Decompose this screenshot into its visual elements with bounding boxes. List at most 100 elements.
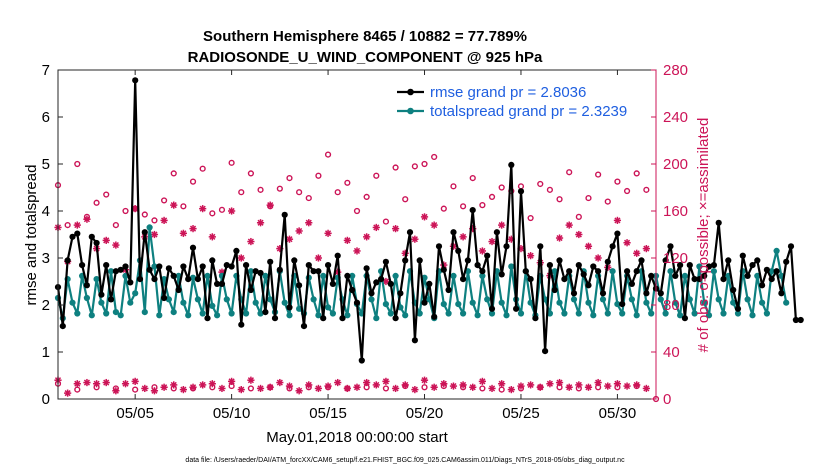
obs-assimilated-stroke	[228, 378, 235, 385]
rmse-point	[681, 315, 689, 322]
obs-assimilated-point	[633, 249, 641, 257]
obs-assimilated-point	[285, 382, 294, 390]
obs-assimilated-point	[150, 230, 159, 239]
obs-assimilated-point	[575, 381, 583, 389]
obs-assimilated-stroke	[566, 384, 573, 391]
legend-spread-label: totalspread grand pr = 2.3239	[430, 103, 627, 120]
totalspread-point	[315, 312, 322, 319]
rmse-point	[566, 268, 573, 275]
obs-possible-point	[382, 218, 390, 225]
obs-assimilated-stroke	[498, 380, 505, 387]
rmse-point	[488, 305, 496, 312]
obs-assimilated-stroke	[479, 378, 486, 385]
totalspread-point	[575, 310, 582, 317]
obs-assimilated-point	[237, 254, 245, 262]
obs-assimilated-point	[536, 383, 544, 391]
obs-assimilated-point	[150, 387, 159, 395]
obs-assimilated-stroke	[209, 233, 216, 240]
legend-rmse-marker	[407, 88, 414, 96]
obs-possible-point	[238, 189, 245, 196]
obs-assimilated-point	[256, 219, 265, 227]
totalspread-point	[498, 299, 505, 306]
totalspread-point	[734, 310, 742, 317]
obs-possible-point	[382, 385, 390, 392]
totalspread-point	[657, 296, 664, 303]
obs-assimilated-point	[208, 380, 216, 388]
obs-assimilated-stroke	[392, 385, 399, 392]
obs-assimilated-stroke	[402, 381, 409, 388]
obs-assimilated-point	[247, 376, 255, 384]
obs-assimilated-stroke	[334, 379, 341, 386]
obs-assimilated-stroke	[440, 380, 447, 387]
totalspread-point	[310, 296, 317, 303]
rmse-point	[397, 290, 404, 297]
obs-possible-point	[450, 183, 457, 190]
obs-possible-point	[324, 151, 332, 158]
obs-assimilated-point	[623, 382, 631, 390]
obs-assimilated-point	[613, 380, 622, 388]
left-tick-label: 3	[42, 250, 50, 267]
totalspread-point	[517, 310, 525, 317]
obs-assimilated-point	[613, 216, 622, 224]
rmse-point	[561, 276, 568, 283]
obs-assimilated-stroke	[209, 380, 216, 387]
obs-assimilated-point	[353, 247, 361, 255]
obs-possible-point	[218, 206, 226, 213]
rmse-point	[609, 243, 616, 250]
totalspread-point	[262, 272, 269, 279]
totalspread-point	[730, 299, 737, 306]
obs-assimilated-stroke	[305, 381, 312, 388]
obs-assimilated-point	[459, 233, 467, 241]
obs-possible-point	[633, 170, 640, 177]
obs-assimilated-point	[334, 378, 342, 387]
rmse-point	[469, 207, 476, 214]
rmse-point	[334, 252, 341, 259]
obs-assimilated-stroke	[431, 222, 438, 229]
obs-assimilated-stroke	[267, 202, 274, 209]
rmse-point	[633, 268, 640, 275]
left-tick-label: 6	[42, 109, 50, 126]
rmse-point	[406, 229, 414, 236]
rmse-point	[218, 280, 226, 287]
rmse-point	[214, 280, 221, 287]
obs-possible-point	[257, 186, 264, 193]
totalspread-point	[561, 310, 568, 317]
totalspread-point	[715, 296, 722, 303]
obs-assimilated-stroke	[373, 381, 380, 388]
obs-assimilated-point	[584, 383, 593, 391]
rmse-point	[421, 299, 428, 306]
totalspread-point	[243, 310, 250, 317]
rmse-point	[701, 272, 708, 279]
rmse-point	[498, 271, 505, 278]
totalspread-point	[450, 272, 457, 279]
rmse-point	[517, 188, 525, 195]
totalspread-point	[570, 296, 578, 303]
totalspread-point	[628, 296, 636, 303]
totalspread-point	[252, 299, 259, 306]
totalspread-point	[677, 312, 684, 319]
obs-assimilated-stroke	[411, 236, 418, 243]
obs-assimilated-stroke	[238, 254, 245, 262]
totalspread-point	[103, 310, 110, 317]
legend-spread-marker	[407, 107, 414, 115]
rmse-point	[744, 272, 751, 279]
totalspread-point	[604, 310, 611, 317]
obs-assimilated-point	[121, 380, 130, 388]
obs-assimilated-point	[565, 221, 573, 229]
totalspread-point	[455, 301, 462, 308]
obs-assimilated-stroke	[643, 385, 650, 392]
totalspread-point	[387, 310, 394, 317]
obs-assimilated-point	[218, 384, 226, 393]
totalspread-point	[88, 312, 95, 319]
obs-assimilated-point	[256, 384, 265, 393]
obs-assimilated-point	[208, 233, 216, 241]
totalspread-point	[503, 312, 510, 319]
obs-possible-point	[585, 194, 592, 202]
rmse-point	[759, 282, 766, 289]
rmse-point	[749, 262, 756, 269]
rmse-point	[305, 262, 312, 269]
rmse-point	[792, 316, 800, 324]
rmse-point	[508, 161, 515, 168]
rmse-point	[262, 309, 269, 316]
obs-assimilated-point	[92, 380, 101, 388]
